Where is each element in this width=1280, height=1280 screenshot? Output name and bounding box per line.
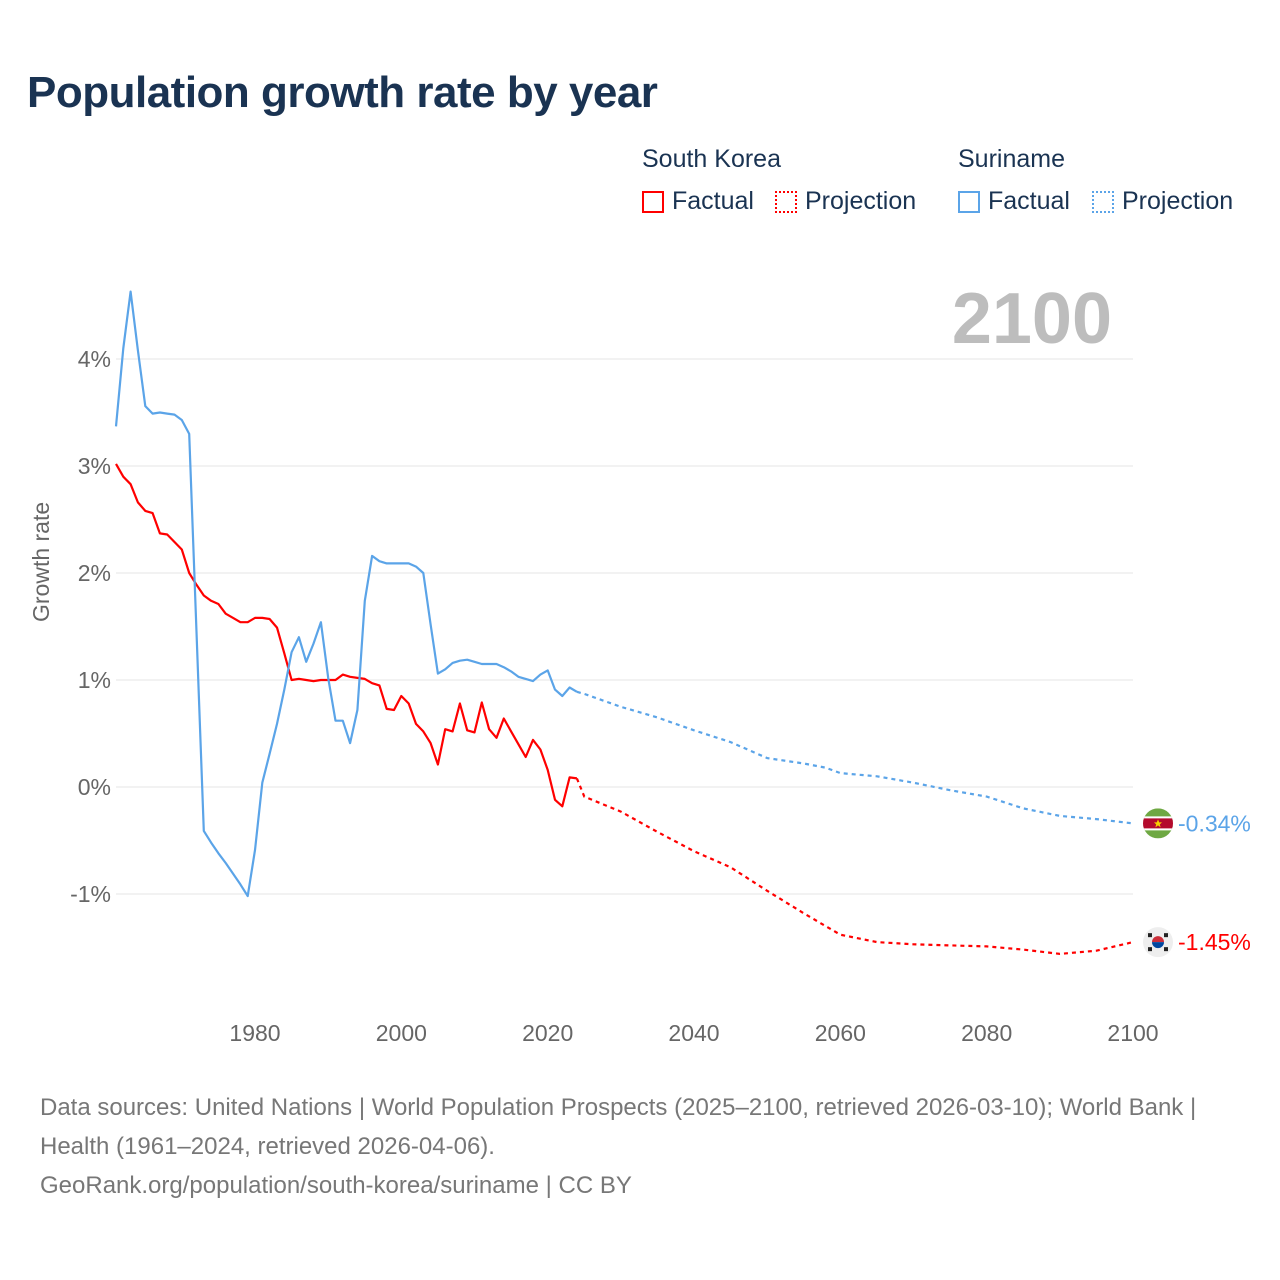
data-sources: Data sources: United Nations | World Pop… [40, 1094, 1197, 1160]
source-link[interactable]: GeoRank.org/population/south-korea/surin… [40, 1172, 632, 1199]
x-tick-label: 2100 [1107, 1020, 1158, 1046]
y-tick-label: 3% [78, 453, 111, 479]
chart-title: Population growth rate by year [27, 68, 658, 117]
x-tick-label: 2060 [815, 1020, 866, 1046]
current-year-label: 2100 [951, 279, 1112, 359]
x-tick-label: 2000 [376, 1020, 427, 1046]
legend-label: Factual [988, 187, 1070, 215]
legend-group-south-korea: South Korea [642, 145, 781, 173]
south-korea-end-value: -1.45% [1178, 929, 1251, 955]
legend-group-suriname: Suriname [958, 145, 1065, 173]
south-korea-flag-icon [1143, 927, 1173, 958]
legend-label: Projection [1122, 187, 1234, 215]
x-tick-label: 1980 [229, 1020, 280, 1046]
south-korea-factual-line [115, 463, 578, 808]
x-tick-label: 2020 [522, 1020, 573, 1046]
legend-south-korea-projection[interactable]: Projection [775, 187, 916, 216]
south-korea-projection-line [575, 777, 1134, 956]
legend-suriname-projection[interactable]: Projection [1092, 187, 1233, 216]
suriname-flag-icon [1143, 808, 1173, 839]
suriname-factual-line [114, 290, 578, 898]
solid-swatch-icon [958, 190, 980, 213]
y-tick-label: 2% [78, 560, 111, 586]
y-tick-label: -1% [70, 881, 111, 907]
y-tick-label: 4% [78, 346, 111, 372]
dotted-swatch-icon [775, 190, 797, 213]
legend-south-korea-factual[interactable]: Factual [642, 187, 754, 216]
legend-label: Factual [672, 187, 754, 215]
legend-suriname-factual[interactable]: Factual [958, 187, 1070, 216]
y-axis-label: Growth rate [28, 501, 54, 622]
y-tick-label: 0% [78, 774, 111, 800]
suriname-projection-line [576, 690, 1134, 825]
dotted-swatch-icon [1092, 190, 1114, 213]
y-tick-label: 1% [78, 667, 111, 693]
solid-swatch-icon [642, 190, 664, 213]
footer: Data sources: United Nations | World Pop… [40, 1088, 1240, 1205]
x-tick-label: 2080 [961, 1020, 1012, 1046]
suriname-end-value: -0.34% [1178, 810, 1251, 836]
legend-label: Projection [805, 187, 917, 215]
x-tick-label: 2040 [668, 1020, 719, 1046]
